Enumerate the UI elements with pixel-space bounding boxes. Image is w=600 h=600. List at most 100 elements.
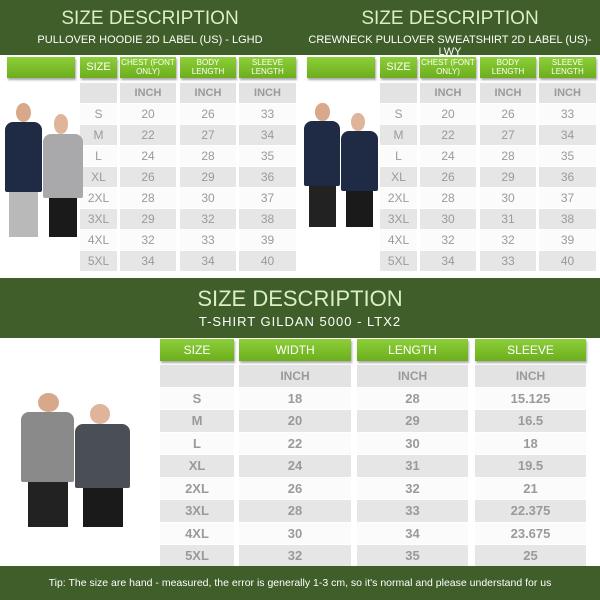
size-label: 5XL (380, 251, 417, 272)
unit-cell: INCH (475, 365, 586, 388)
size-label: S (160, 387, 234, 410)
size-label: XL (380, 167, 417, 188)
model-photo (15, 390, 140, 530)
model-figure-part (21, 412, 74, 483)
unit-cell: INCH (180, 83, 236, 104)
measurement-cell: 21 (475, 477, 586, 500)
size-label: 3XL (380, 209, 417, 230)
model-figure-part (54, 114, 69, 134)
model-figure-part (304, 120, 340, 186)
measurement-cell: 36 (539, 167, 596, 188)
measurement-cell: 26 (180, 104, 236, 125)
measurement-cell: 18 (475, 432, 586, 455)
footer-band (0, 566, 600, 600)
measurement-cell: 22 (239, 432, 351, 455)
measurement-cell: 34 (357, 522, 468, 545)
measurement-cell: 38 (539, 209, 596, 230)
measurement-cell: 32 (120, 230, 176, 251)
unit-cell: INCH (420, 83, 476, 104)
model-figure-part (9, 192, 38, 238)
measurement-cell: 19.5 (475, 455, 586, 478)
measurement-cell: 31 (480, 209, 536, 230)
measurement-cell: 22 (420, 125, 476, 146)
model-figure-part (75, 423, 130, 488)
measurement-cell: 28 (480, 146, 536, 167)
size-label: M (160, 410, 234, 433)
model-figure-part (315, 102, 330, 121)
measurement-cell: 20 (120, 104, 176, 125)
measurement-cell: 24 (420, 146, 476, 167)
header-band (0, 0, 300, 55)
unit-blank (160, 365, 234, 388)
unit-cell: INCH (239, 365, 351, 388)
measurement-cell: 34 (420, 251, 476, 272)
header-band (0, 278, 600, 338)
measurement-cell: 33 (180, 230, 236, 251)
size-label: 2XL (380, 188, 417, 209)
measurement-cell: 20 (239, 410, 351, 433)
size-label: XL (80, 167, 117, 188)
size-label: 2XL (80, 188, 117, 209)
size-label: 4XL (80, 230, 117, 251)
model-figure-part (308, 185, 336, 228)
measurement-cell: 31 (357, 455, 468, 478)
model-figure-part (16, 102, 32, 123)
measurement-cell: 36 (239, 167, 296, 188)
measurement-cell: 30 (239, 522, 351, 545)
size-label: M (380, 125, 417, 146)
measurement-cell: 18 (239, 387, 351, 410)
unit-cell: INCH (120, 83, 176, 104)
column-header: WIDTH (239, 339, 351, 361)
column-header: SLEEVE LENGTH (239, 57, 296, 78)
size-label: M (80, 125, 117, 146)
column-header: BODY LENGTH (180, 57, 236, 78)
measurement-cell: 24 (239, 455, 351, 478)
measurement-cell: 33 (480, 251, 536, 272)
measurement-cell: 34 (239, 125, 296, 146)
measurement-cell: 32 (480, 230, 536, 251)
size-label: 2XL (160, 477, 234, 500)
measurement-cell: 34 (180, 251, 236, 272)
measurement-cell: 33 (357, 500, 468, 523)
model-figure-part (48, 198, 78, 238)
model-photo (300, 100, 385, 230)
unit-cell: INCH (239, 83, 296, 104)
measurement-cell: 26 (120, 167, 176, 188)
model-figure-part (82, 488, 123, 528)
unit-cell: INCH (539, 83, 596, 104)
chart-subtitle: CREWNECK PULLOVER SWEATSHIRT 2D LABEL (U… (308, 34, 592, 58)
size-label: 4XL (380, 230, 417, 251)
measurement-cell: 30 (480, 188, 536, 209)
measurement-cell: 37 (239, 188, 296, 209)
chart-subtitle: PULLOVER HOODIE 2D LABEL (US) - LGHD (37, 34, 263, 46)
measurement-cell: 22.375 (475, 500, 586, 523)
footer-tip: Tip: The size are hand - measured, the e… (48, 577, 552, 589)
measurement-cell: 32 (420, 230, 476, 251)
measurement-cell: 32 (180, 209, 236, 230)
header-band (300, 0, 600, 55)
model-figure-part (27, 482, 68, 528)
measurement-cell: 32 (239, 545, 351, 568)
size-label: L (380, 146, 417, 167)
measurement-cell: 28 (357, 387, 468, 410)
column-header: CHEST (FONT ONLY) (420, 57, 476, 78)
measurement-cell: 34 (539, 125, 596, 146)
measurement-cell: 32 (357, 477, 468, 500)
model-figure-part (351, 113, 365, 132)
measurement-cell: 29 (120, 209, 176, 230)
measurement-cell: 20 (420, 104, 476, 125)
measurement-cell: 26 (480, 104, 536, 125)
measurement-cell: 30 (420, 209, 476, 230)
column-header: SIZE (380, 57, 417, 78)
measurement-cell: 40 (539, 251, 596, 272)
measurement-cell: 28 (120, 188, 176, 209)
measurement-cell: 16.5 (475, 410, 586, 433)
model-figure-part (43, 133, 83, 198)
chart-subtitle: T-SHIRT GILDAN 5000 - LTX2 (198, 314, 402, 329)
size-label: S (80, 104, 117, 125)
measurement-cell: 29 (357, 410, 468, 433)
measurement-cell: 28 (420, 188, 476, 209)
header-blank (7, 57, 75, 78)
measurement-cell: 26 (239, 477, 351, 500)
size-label: 5XL (80, 251, 117, 272)
